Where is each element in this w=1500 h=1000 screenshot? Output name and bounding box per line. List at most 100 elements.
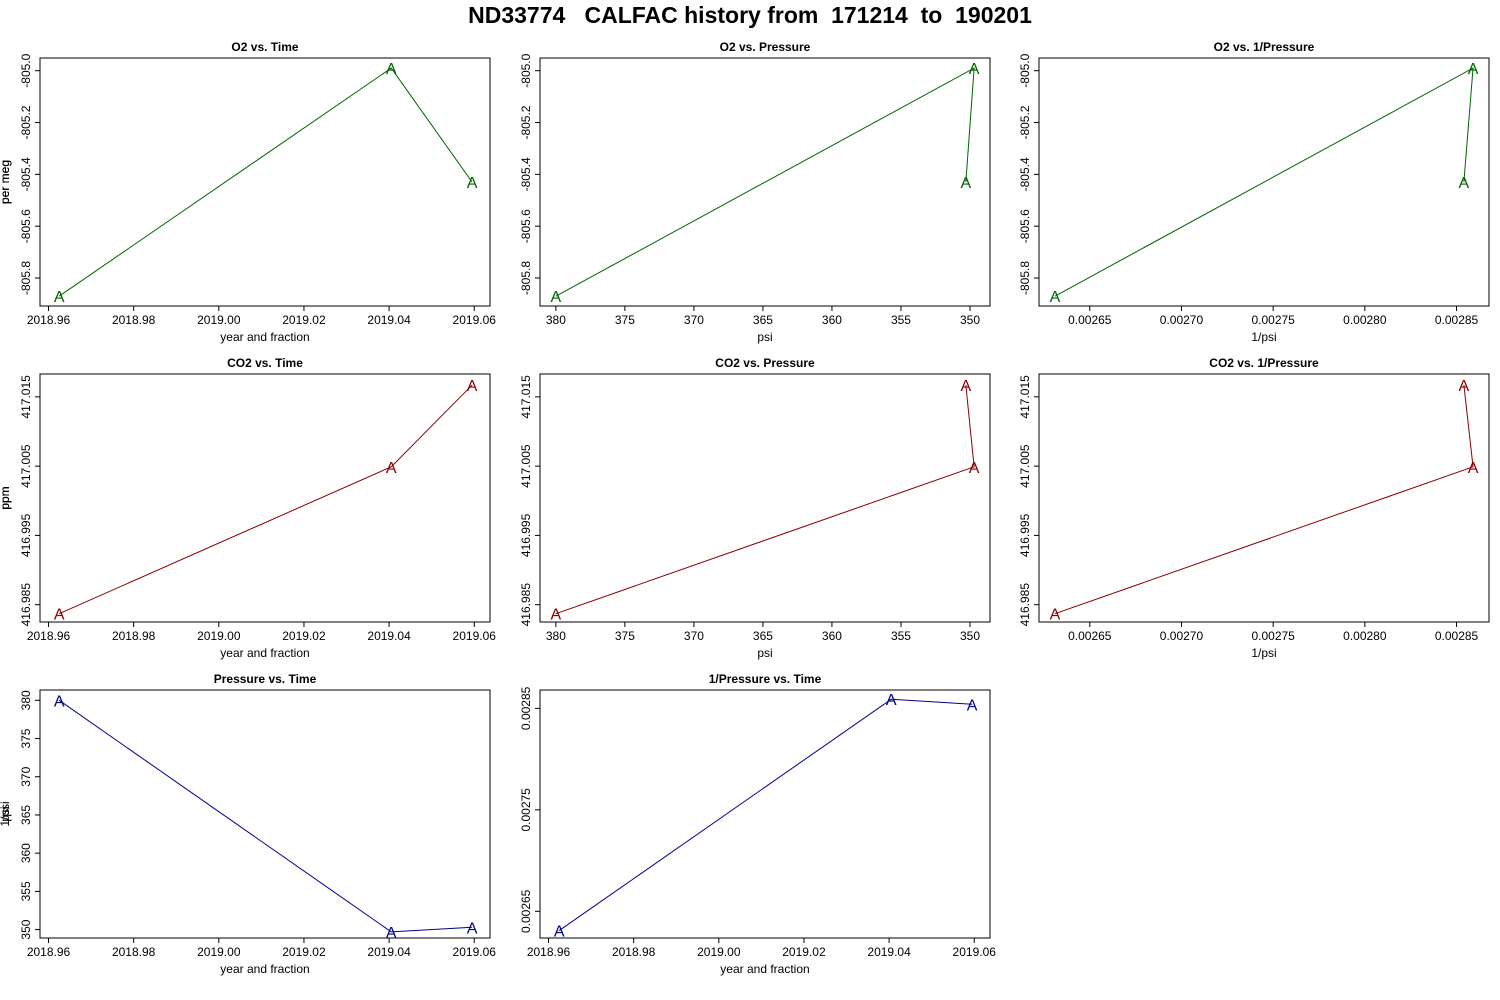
x-axis-label: year and fraction (220, 330, 309, 344)
data-point-marker: A (54, 693, 65, 710)
y-tick-label: 417.005 (1018, 444, 1032, 488)
y-tick-label: 417.015 (1018, 375, 1032, 419)
x-tick-label: 2019.04 (367, 313, 411, 327)
panel-title: CO2 vs. Pressure (715, 356, 815, 370)
y-tick-label: 365 (19, 805, 33, 825)
y-tick-label: 416.995 (1018, 513, 1032, 557)
y-tick-label: -805.0 (1018, 53, 1032, 87)
data-point-marker: A (969, 61, 980, 78)
page-title: ND33774 CALFAC history from 171214 to 19… (468, 2, 1032, 28)
series-line (1054, 67, 1474, 297)
x-tick-label: 2019.02 (782, 945, 826, 959)
data-point-marker: A (467, 920, 478, 937)
x-tick-label: 2019.06 (953, 945, 997, 959)
data-point-marker: A (1468, 61, 1479, 78)
chart-panel-5: CO2 vs. Pressure 380 375 370 365 360 355 350 416… (0, 356, 991, 660)
y-tick-label: -805.4 (19, 157, 33, 191)
x-tick-label: 2018.96 (27, 945, 71, 959)
data-point-marker: A (1050, 289, 1061, 306)
x-tick-label: 2019.04 (367, 945, 411, 959)
series-line (58, 67, 473, 297)
y-tick-label: 0.00265 (519, 889, 533, 933)
panel-title: Pressure vs. Time (214, 672, 317, 686)
data-point-marker: A (1050, 607, 1061, 624)
panel-title: O2 vs. Pressure (720, 40, 811, 54)
data-point-marker: A (54, 607, 65, 624)
x-tick-label: 355 (891, 313, 911, 327)
x-tick-label: 360 (822, 313, 842, 327)
x-tick-label: 0.00275 (1251, 629, 1295, 643)
x-tick-label: 2019.02 (282, 945, 326, 959)
y-tick-label: -805.6 (519, 209, 533, 243)
x-tick-label: 2019.06 (453, 945, 497, 959)
x-tick-label: 2018.96 (27, 313, 71, 327)
x-tick-label: 0.00285 (1435, 629, 1479, 643)
x-tick-label: 0.00265 (1068, 313, 1112, 327)
data-point-marker: A (386, 925, 397, 942)
x-tick-label: 2018.98 (112, 945, 156, 959)
data-point-marker: A (961, 378, 972, 395)
y-tick-label: -805.2 (19, 105, 33, 139)
plot-frame (39, 373, 491, 623)
x-tick-label: 2018.96 (27, 629, 71, 643)
data-point-marker: A (886, 692, 897, 709)
y-tick-label: -805.2 (519, 105, 533, 139)
plot-frame (539, 57, 991, 307)
panel-title: CO2 vs. Time (227, 356, 303, 370)
x-tick-label: 2019.00 (197, 945, 241, 959)
y-tick-label: 416.995 (19, 513, 33, 557)
x-tick-label: 0.00265 (1068, 629, 1112, 643)
y-axis-label: ppm (0, 486, 12, 509)
chart-panel-6: CO2 vs. 1/Pressure 0.00265 0.00270 0.00275 0… (0, 356, 1490, 660)
panel-title: O2 vs. 1/Pressure (1214, 40, 1315, 54)
x-tick-label: 350 (960, 313, 980, 327)
data-point-marker: A (1459, 175, 1470, 192)
x-tick-label: 2018.96 (527, 945, 571, 959)
x-tick-label: 2019.00 (197, 313, 241, 327)
chart-panel-1: O2 vs. Time 2018.96 2018.98 2019.00 2019.02 2… (0, 40, 496, 344)
y-tick-label: 417.005 (519, 444, 533, 488)
x-tick-label: 375 (615, 629, 635, 643)
y-tick-label: -805.6 (19, 209, 33, 243)
y-tick-label: -805.0 (19, 53, 33, 87)
x-tick-label: 375 (615, 313, 635, 327)
x-axis-label: year and fraction (720, 962, 809, 976)
data-point-marker: A (967, 697, 978, 714)
x-tick-label: 2019.00 (197, 629, 241, 643)
y-axis-label: per meg (0, 160, 12, 204)
y-axis-label: 1/psi (0, 801, 12, 826)
data-point-marker: A (386, 61, 397, 78)
y-axis-label: per meg (0, 160, 12, 204)
x-axis-label: psi (757, 330, 772, 344)
x-tick-label: 2019.04 (367, 629, 411, 643)
series-line (555, 385, 975, 615)
series-line (558, 698, 973, 932)
plot-frame (539, 689, 991, 939)
y-tick-label: 370 (19, 766, 33, 786)
x-tick-label: 2018.98 (112, 313, 156, 327)
data-point-marker: A (1468, 460, 1479, 477)
y-tick-label: -805.4 (1018, 157, 1032, 191)
x-tick-label: 2019.04 (867, 945, 911, 959)
y-tick-label: 416.985 (519, 583, 533, 627)
y-tick-label: 0.00285 (519, 686, 533, 730)
x-tick-label: 380 (546, 629, 566, 643)
panel-title: O2 vs. Time (231, 40, 298, 54)
x-tick-label: 2019.06 (453, 313, 497, 327)
x-tick-label: 355 (891, 629, 911, 643)
plot-frame (1038, 373, 1490, 623)
x-tick-label: 365 (753, 313, 773, 327)
data-point-marker: A (554, 924, 565, 941)
x-tick-label: 0.00270 (1160, 313, 1204, 327)
y-tick-label: -805.8 (1018, 261, 1032, 295)
y-tick-label: 0.00275 (519, 788, 533, 832)
plot-frame (1038, 57, 1490, 307)
chart-panel-7: Pressure vs. Time 2018.96 2018.98 2019.00 20… (0, 672, 496, 976)
data-point-marker: A (386, 460, 397, 477)
y-tick-label: 380 (19, 690, 33, 710)
x-tick-label: 2018.98 (612, 945, 656, 959)
y-tick-label: 417.015 (19, 375, 33, 419)
y-tick-label: 416.995 (519, 513, 533, 557)
y-tick-label: 417.015 (519, 375, 533, 419)
